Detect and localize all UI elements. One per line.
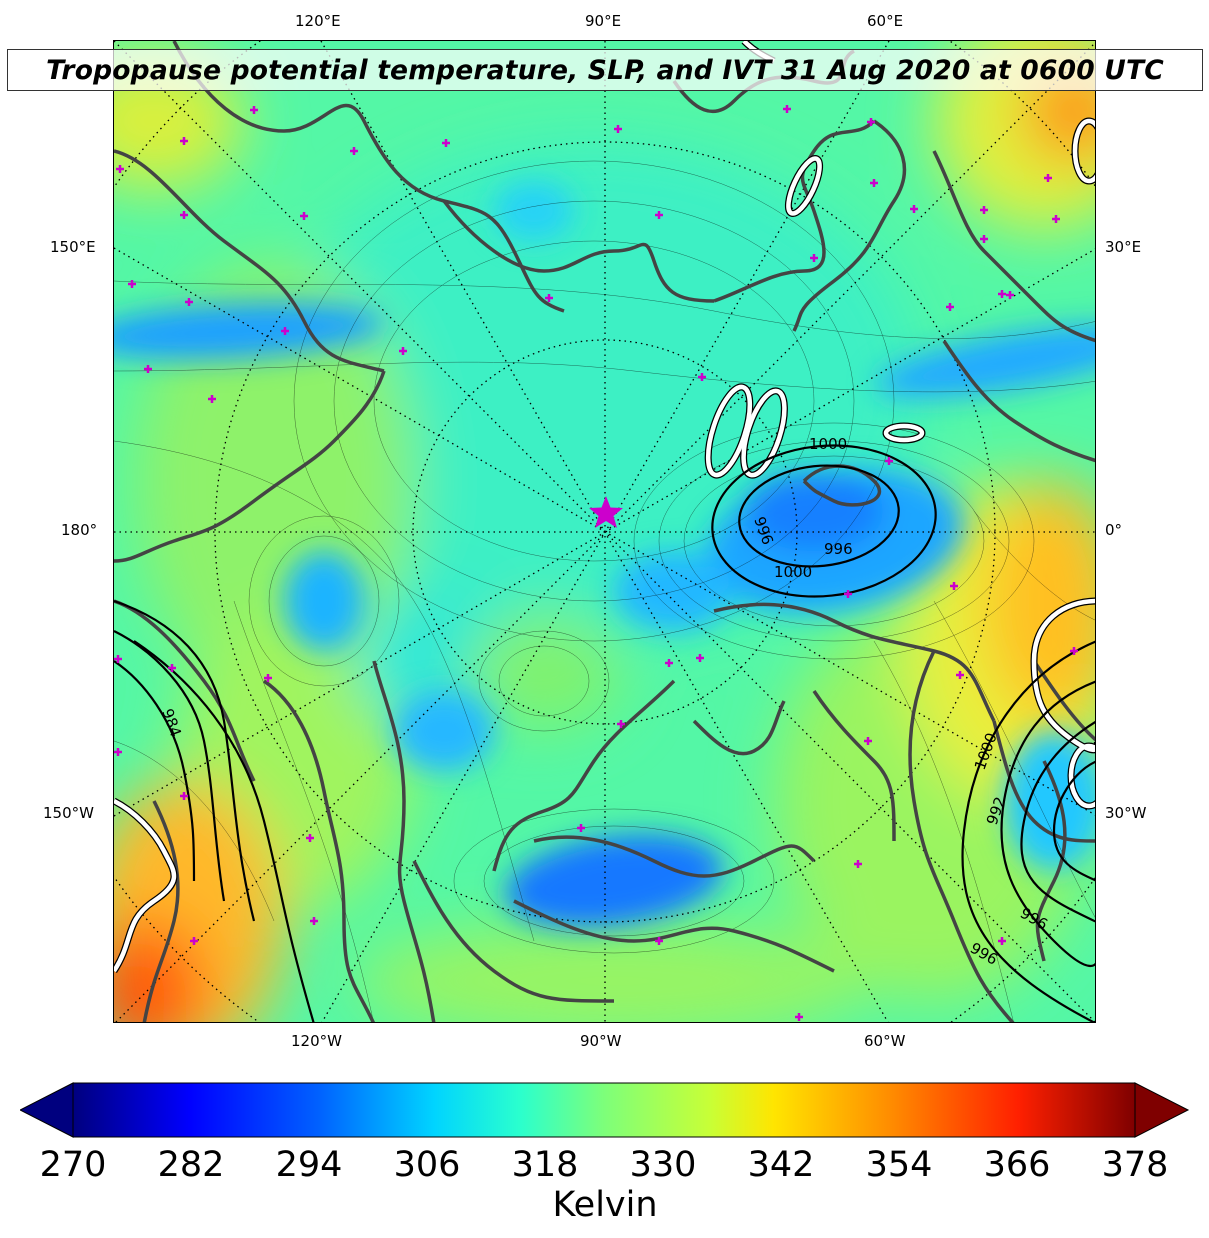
station-marker (696, 654, 704, 662)
station-marker (306, 834, 314, 842)
lon-label-top: 60°E (867, 12, 904, 30)
colorbar-tick-label: 330 (629, 1145, 697, 1185)
station-marker (190, 937, 198, 945)
colorbar-tick-label: 354 (865, 1145, 933, 1185)
lon-label-bottom: 120°W (291, 1032, 342, 1050)
station-marker (870, 179, 878, 187)
slp-label: 1000 (774, 563, 812, 581)
station-marker (208, 395, 216, 403)
station-marker (300, 212, 308, 220)
station-marker (655, 937, 663, 945)
station-marker (980, 206, 988, 214)
station-marker (168, 664, 176, 672)
station-marker (128, 280, 136, 288)
lon-label-left: 180° (61, 521, 98, 539)
station-marker (864, 737, 872, 745)
lon-label-left: 150°W (43, 804, 94, 822)
station-marker (998, 290, 1006, 298)
station-marker (910, 205, 918, 213)
colorbar-tick-label: 378 (1101, 1145, 1169, 1185)
station-marker (1044, 174, 1052, 182)
station-marker (1052, 215, 1060, 223)
map-title: Tropopause potential temperature, SLP, a… (46, 54, 1164, 86)
colorbar-tick-label: 270 (39, 1145, 107, 1185)
station-marker (844, 590, 852, 598)
station-marker (310, 917, 318, 925)
station-marker (617, 720, 625, 728)
station-marker (950, 582, 958, 590)
station-marker (783, 105, 791, 113)
colorbar-tick-label: 366 (983, 1145, 1051, 1185)
station-marker (144, 365, 152, 373)
lon-label-top: 90°E (585, 12, 622, 30)
station-marker (980, 235, 988, 243)
lon-label-bottom: 60°W (864, 1032, 906, 1050)
station-marker (116, 165, 124, 173)
north-pole-star (589, 496, 623, 528)
station-marker (442, 139, 450, 147)
colorbar-tick-label: 294 (275, 1145, 343, 1185)
graticule (114, 41, 1095, 1022)
map-panel: 1000 996 996 1000 984 1000 992 996 996 (113, 40, 1096, 1023)
station-marker (854, 860, 862, 868)
station-marker (665, 659, 673, 667)
station-marker (1006, 291, 1014, 299)
station-marker (655, 211, 663, 219)
station-marker (867, 118, 875, 126)
station-marker (264, 674, 272, 682)
station-marker (180, 211, 188, 219)
colorbar-tick-label: 306 (393, 1145, 461, 1185)
lon-label-top: 120°E (295, 12, 341, 30)
station-marker (180, 137, 188, 145)
lon-label-right: 30°W (1105, 804, 1147, 822)
station-marker (350, 147, 358, 155)
station-marker (795, 1013, 803, 1021)
station-marker (545, 294, 553, 302)
colorbar-tick-label: 342 (747, 1145, 815, 1185)
station-marker (114, 748, 122, 756)
theta-contours (114, 160, 1095, 1022)
station-marker (614, 125, 622, 133)
station-marker (946, 303, 954, 311)
station-marker (281, 327, 289, 335)
slp-label: 996 (824, 540, 853, 558)
ivt-contours (114, 41, 1095, 973)
station-marker (114, 655, 122, 663)
polar-map: 1000 996 996 1000 984 1000 992 996 996 (114, 41, 1095, 1022)
slp-contours (114, 444, 1095, 1022)
station-marker (250, 106, 258, 114)
station-marker (998, 937, 1006, 945)
lon-label-right: 30°E (1105, 238, 1142, 256)
station-marker (185, 298, 193, 306)
lon-label-bottom: 90°W (580, 1032, 622, 1050)
station-marker (1070, 647, 1078, 655)
lon-label-right: 0° (1105, 521, 1123, 539)
slp-label: 1000 (809, 435, 847, 453)
colorbar-label: Kelvin (552, 1185, 658, 1225)
station-marker (810, 254, 818, 262)
colorbar-tick-label: 282 (157, 1145, 225, 1185)
cold-pools (114, 181, 1095, 929)
title-box: Tropopause potential temperature, SLP, a… (7, 49, 1203, 91)
station-marker (577, 824, 585, 832)
station-marker (180, 792, 188, 800)
station-marker (885, 457, 893, 465)
coastlines (114, 41, 1095, 1022)
colorbar-min-extend (20, 1082, 74, 1138)
station-marker (399, 347, 407, 355)
station-markers (114, 105, 1078, 1021)
station-marker (956, 671, 964, 679)
colorbar (20, 1082, 1190, 1138)
station-marker (698, 373, 706, 381)
lon-label-left: 150°E (50, 238, 96, 256)
colorbar-max-extend (1134, 1082, 1190, 1138)
colorbar-gradient (72, 1082, 1136, 1138)
colorbar-tick-label: 318 (511, 1145, 579, 1185)
